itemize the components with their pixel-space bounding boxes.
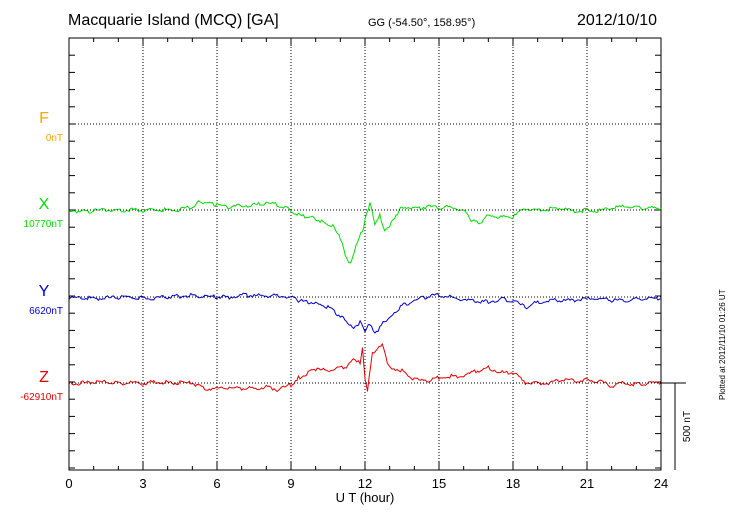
series-name-z: Z xyxy=(39,369,49,386)
series-baseline-x: 10770nT xyxy=(24,219,63,230)
series-name-x: X xyxy=(39,196,50,213)
plot-date: 2012/10/10 xyxy=(577,12,658,29)
grid-lines xyxy=(69,38,661,470)
series-baseline-y: 6620nT xyxy=(29,306,63,317)
x-axis-label: U T (hour) xyxy=(336,490,395,505)
x-tick-label: 9 xyxy=(287,476,294,491)
x-tick-label: 0 xyxy=(65,476,72,491)
station-coordinates: GG (-54.50°, 158.95°) xyxy=(368,17,476,29)
series-line-x xyxy=(68,200,662,264)
series-line-y xyxy=(68,292,662,334)
x-tick-label: 3 xyxy=(139,476,146,491)
scale-bar: 500 nT xyxy=(661,382,693,470)
series-labels: F 0nT X 10770nT Y 6620nT Z -62910nT xyxy=(20,110,661,403)
station-title: Macquarie Island (MCQ) [GA] xyxy=(68,12,279,29)
series-name-y: Y xyxy=(39,283,50,300)
series-name-f: F xyxy=(39,110,49,127)
x-tick-label: 12 xyxy=(358,476,372,491)
x-tick-label: 24 xyxy=(654,476,668,491)
series-line-z xyxy=(68,342,662,393)
series-layer xyxy=(68,200,662,393)
x-tick-label: 21 xyxy=(580,476,594,491)
axis-ticks: 0 3 6 9 12 15 18 21 24 xyxy=(65,37,668,491)
x-tick-label: 15 xyxy=(432,476,446,491)
x-tick-label: 6 xyxy=(213,476,220,491)
scale-bar-label: 500 nT xyxy=(682,411,693,442)
x-tick-label: 18 xyxy=(506,476,520,491)
series-baseline-f: 0nT xyxy=(46,133,63,144)
series-baseline-z: -62910nT xyxy=(20,392,63,403)
